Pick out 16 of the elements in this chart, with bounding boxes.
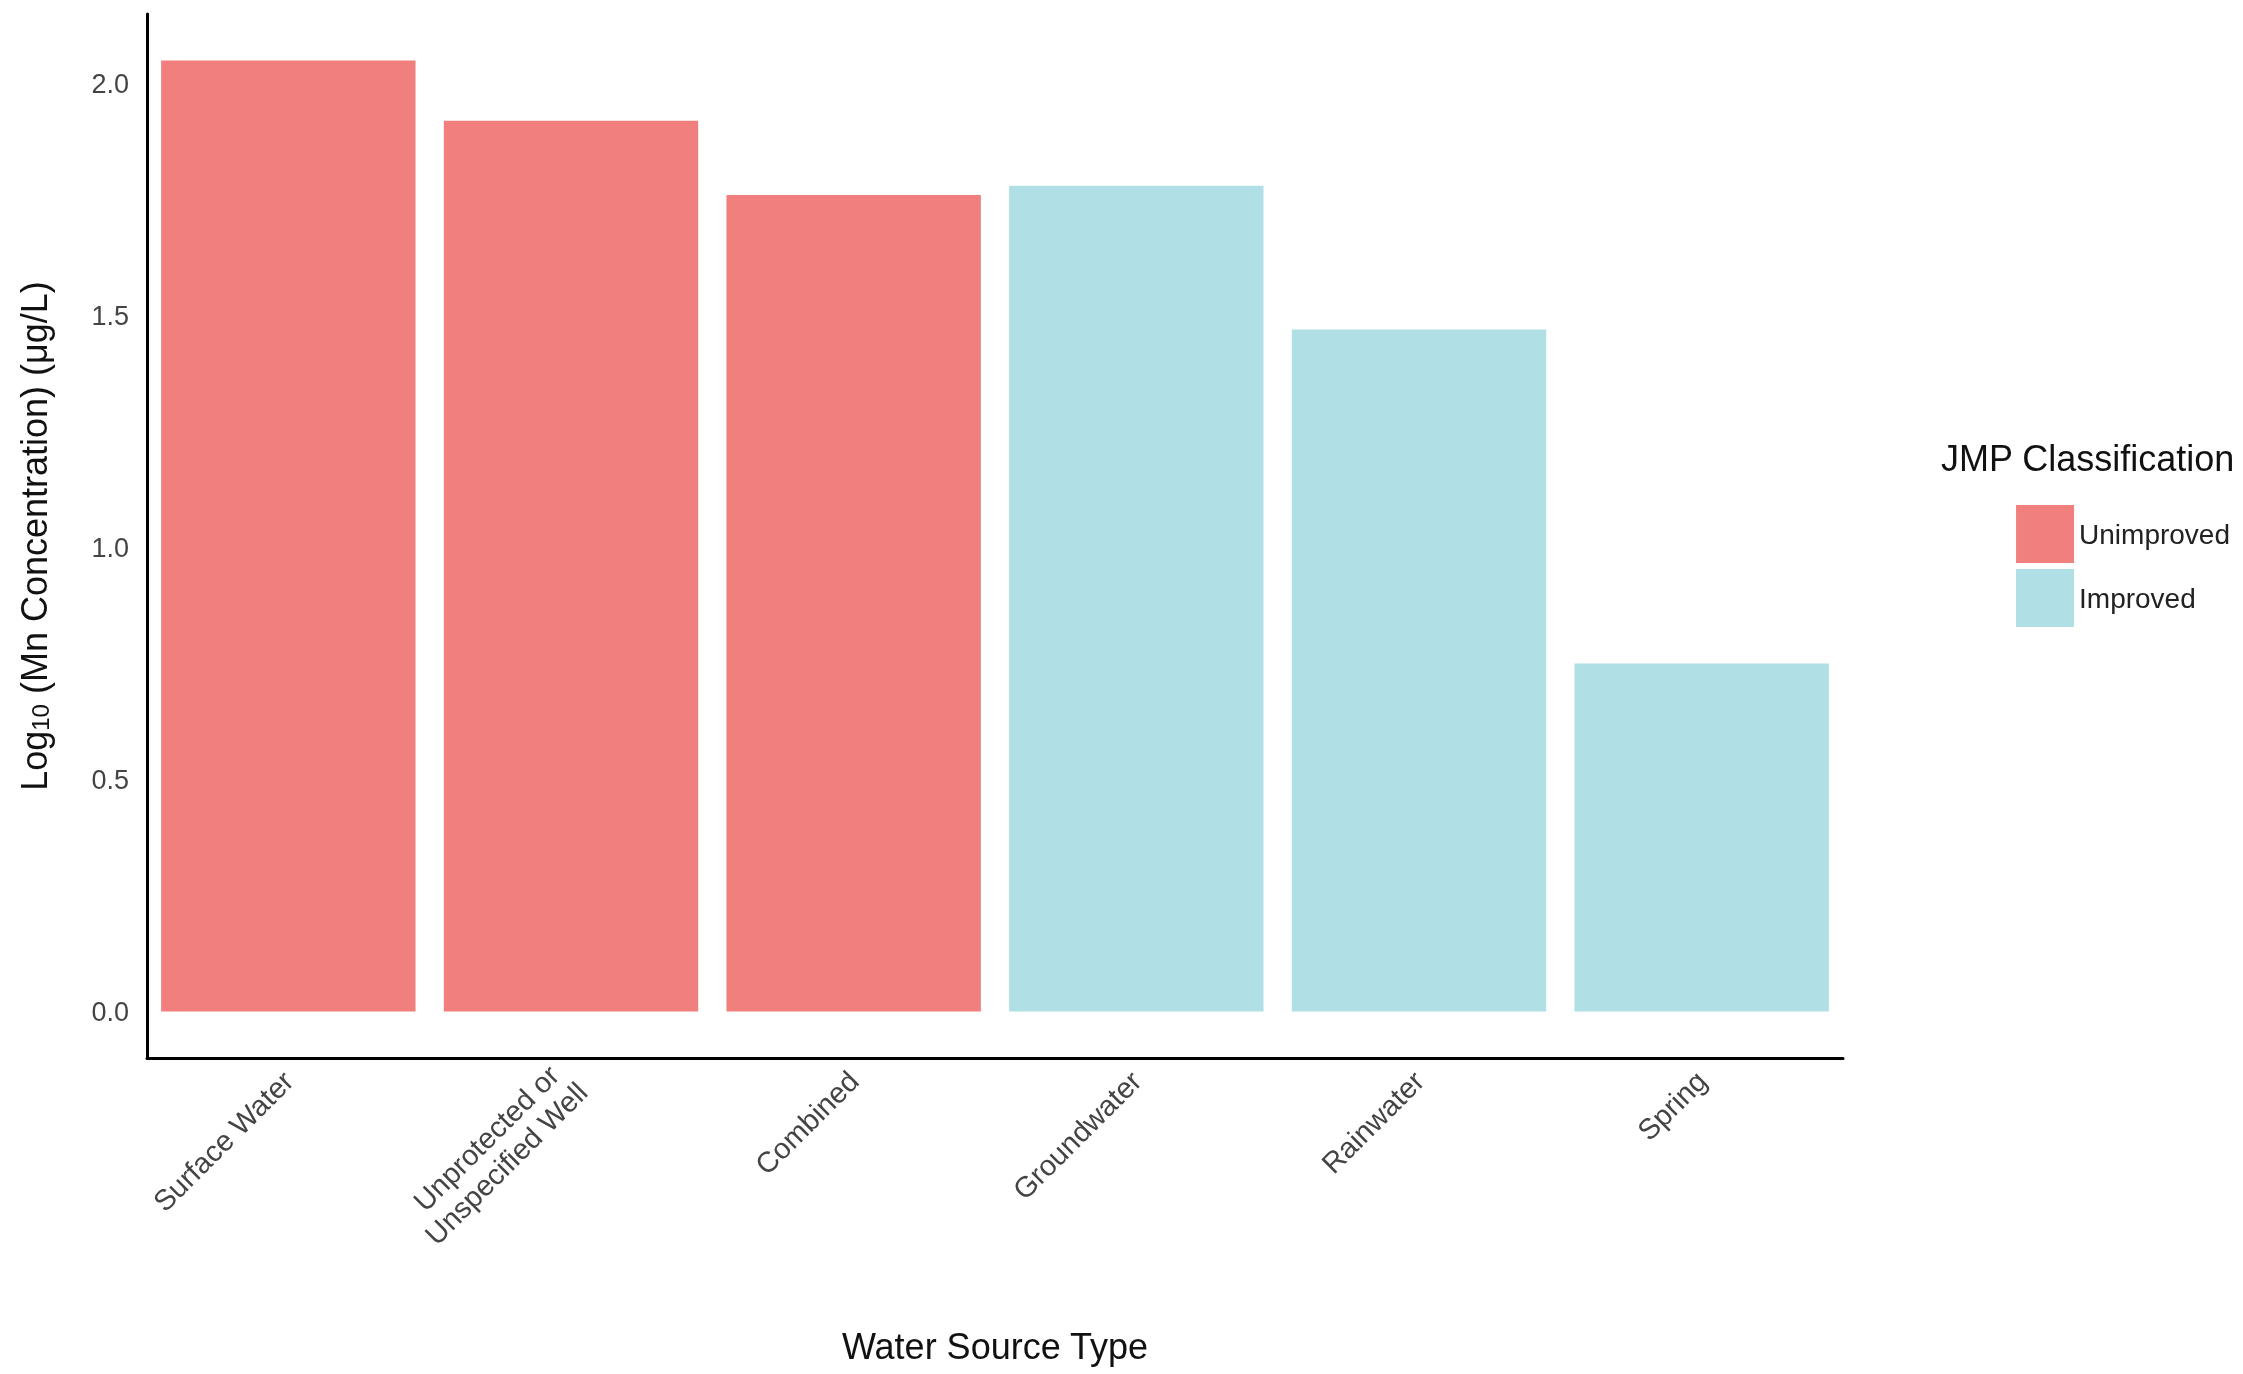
y-tick-label: 0.0 (91, 996, 129, 1027)
bar (1574, 663, 1829, 1012)
x-axis-title: Water Source Type (841, 1325, 1149, 1367)
bar (443, 120, 699, 1012)
y-tick-label: 1.5 (91, 300, 129, 331)
y-tick-label: 0.5 (91, 764, 129, 795)
bar (1009, 185, 1264, 1012)
y-tick-label: 2.0 (91, 68, 129, 99)
y-axis-title: Log10 (Mn Concentration) (μg/L) (13, 281, 55, 791)
legend-title: JMP Classification (1940, 437, 2235, 479)
legend-label: Unimproved (2079, 518, 2230, 550)
y-tick-label: 1.0 (91, 532, 129, 563)
bar (161, 60, 416, 1012)
bar (726, 194, 981, 1012)
bar (1291, 329, 1547, 1012)
legend-label: Improved (2079, 582, 2196, 614)
